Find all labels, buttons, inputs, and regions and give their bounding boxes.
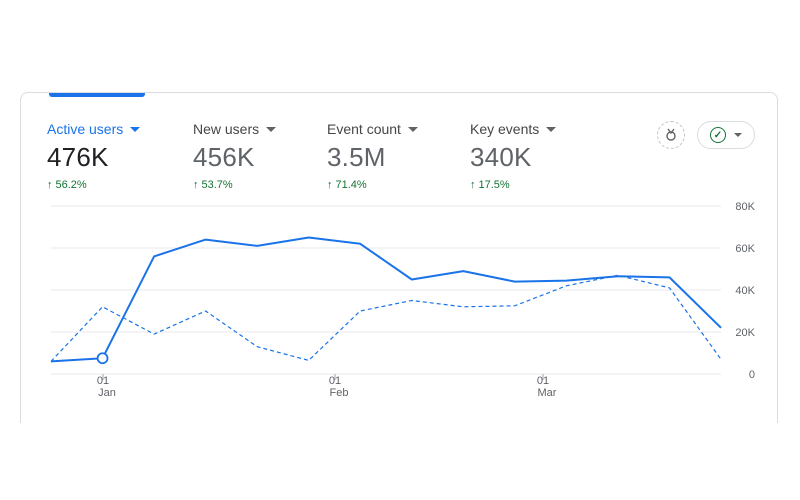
dropdown-caret-icon[interactable] bbox=[407, 126, 418, 132]
arrow-up-icon: ↑ bbox=[327, 179, 333, 191]
metric-active-users[interactable]: Active users 476K ↑ 56.2% bbox=[47, 121, 141, 191]
metric-label-text: Active users bbox=[47, 121, 124, 137]
metric-value: 476K bbox=[47, 142, 109, 172]
dropdown-caret-icon[interactable] bbox=[546, 126, 557, 132]
chart-grid bbox=[51, 205, 721, 375]
metric-label[interactable]: Key events bbox=[470, 121, 557, 137]
dropdown-caret-icon[interactable] bbox=[266, 126, 277, 132]
chart-series bbox=[50, 236, 722, 365]
y-tick-label: 0 bbox=[749, 369, 755, 381]
y-tick-label: 20K bbox=[735, 327, 755, 339]
metric-change-value: 17.5% bbox=[478, 179, 510, 191]
arrow-up-icon: ↑ bbox=[47, 179, 53, 191]
insights-icon bbox=[666, 128, 676, 141]
metric-value: 3.5M bbox=[327, 142, 386, 172]
metric-label-text: New users bbox=[193, 121, 260, 137]
metric-value: 456K bbox=[193, 142, 255, 172]
metric-new-users[interactable]: New users 456K ↑ 53.7% bbox=[193, 121, 277, 191]
metric-label-text: Key events bbox=[470, 121, 540, 137]
metric-change: ↑ 17.5% bbox=[470, 179, 556, 191]
metric-change-value: 56.2% bbox=[55, 179, 87, 191]
metric-label-text: Event count bbox=[327, 121, 401, 137]
y-tick-label: 40K bbox=[735, 285, 755, 297]
arrow-up-icon: ↑ bbox=[470, 179, 476, 191]
x-tick-month: Jan bbox=[98, 387, 116, 399]
metric-key-events[interactable]: Key events 340K ↑ 17.5% bbox=[470, 121, 557, 191]
y-axis: 80K 60K 40K 20K 0 bbox=[735, 201, 755, 381]
x-tick-month: Mar bbox=[538, 387, 557, 399]
data-point-marker bbox=[96, 352, 109, 365]
insights-button[interactable] bbox=[657, 121, 685, 149]
y-tick-label: 80K bbox=[735, 201, 755, 213]
metric-label[interactable]: New users bbox=[193, 121, 277, 137]
dropdown-caret-icon[interactable] bbox=[130, 126, 141, 132]
metric-value: 340K bbox=[470, 142, 532, 172]
x-tick-day: 01 bbox=[537, 375, 549, 387]
y-tick-label: 60K bbox=[735, 243, 755, 255]
series-line-dashed bbox=[50, 274, 722, 362]
metric-change-value: 71.4% bbox=[335, 179, 367, 191]
active-tab-indicator bbox=[49, 93, 145, 97]
x-tick-day: 01 bbox=[97, 375, 109, 387]
metric-label[interactable]: Active users bbox=[47, 121, 141, 137]
metric-change: ↑ 56.2% bbox=[47, 179, 140, 191]
metric-event-count[interactable]: Event count 3.5M ↑ 71.4% bbox=[327, 121, 418, 191]
metric-label[interactable]: Event count bbox=[327, 121, 418, 137]
status-dropdown-button[interactable]: ✓ bbox=[697, 121, 755, 149]
arrow-up-icon: ↑ bbox=[193, 179, 199, 191]
chevron-down-icon bbox=[734, 133, 742, 137]
metric-change: ↑ 71.4% bbox=[327, 179, 418, 191]
series-line-solid bbox=[50, 236, 722, 363]
overview-card: Active users 476K ↑ 56.2% New users 456K… bbox=[20, 92, 778, 423]
metric-change: ↑ 53.7% bbox=[193, 179, 276, 191]
metric-change-value: 53.7% bbox=[201, 179, 233, 191]
check-circle-icon: ✓ bbox=[710, 127, 726, 143]
x-tick-day: 01 bbox=[329, 375, 341, 387]
x-tick-month: Feb bbox=[330, 387, 349, 399]
